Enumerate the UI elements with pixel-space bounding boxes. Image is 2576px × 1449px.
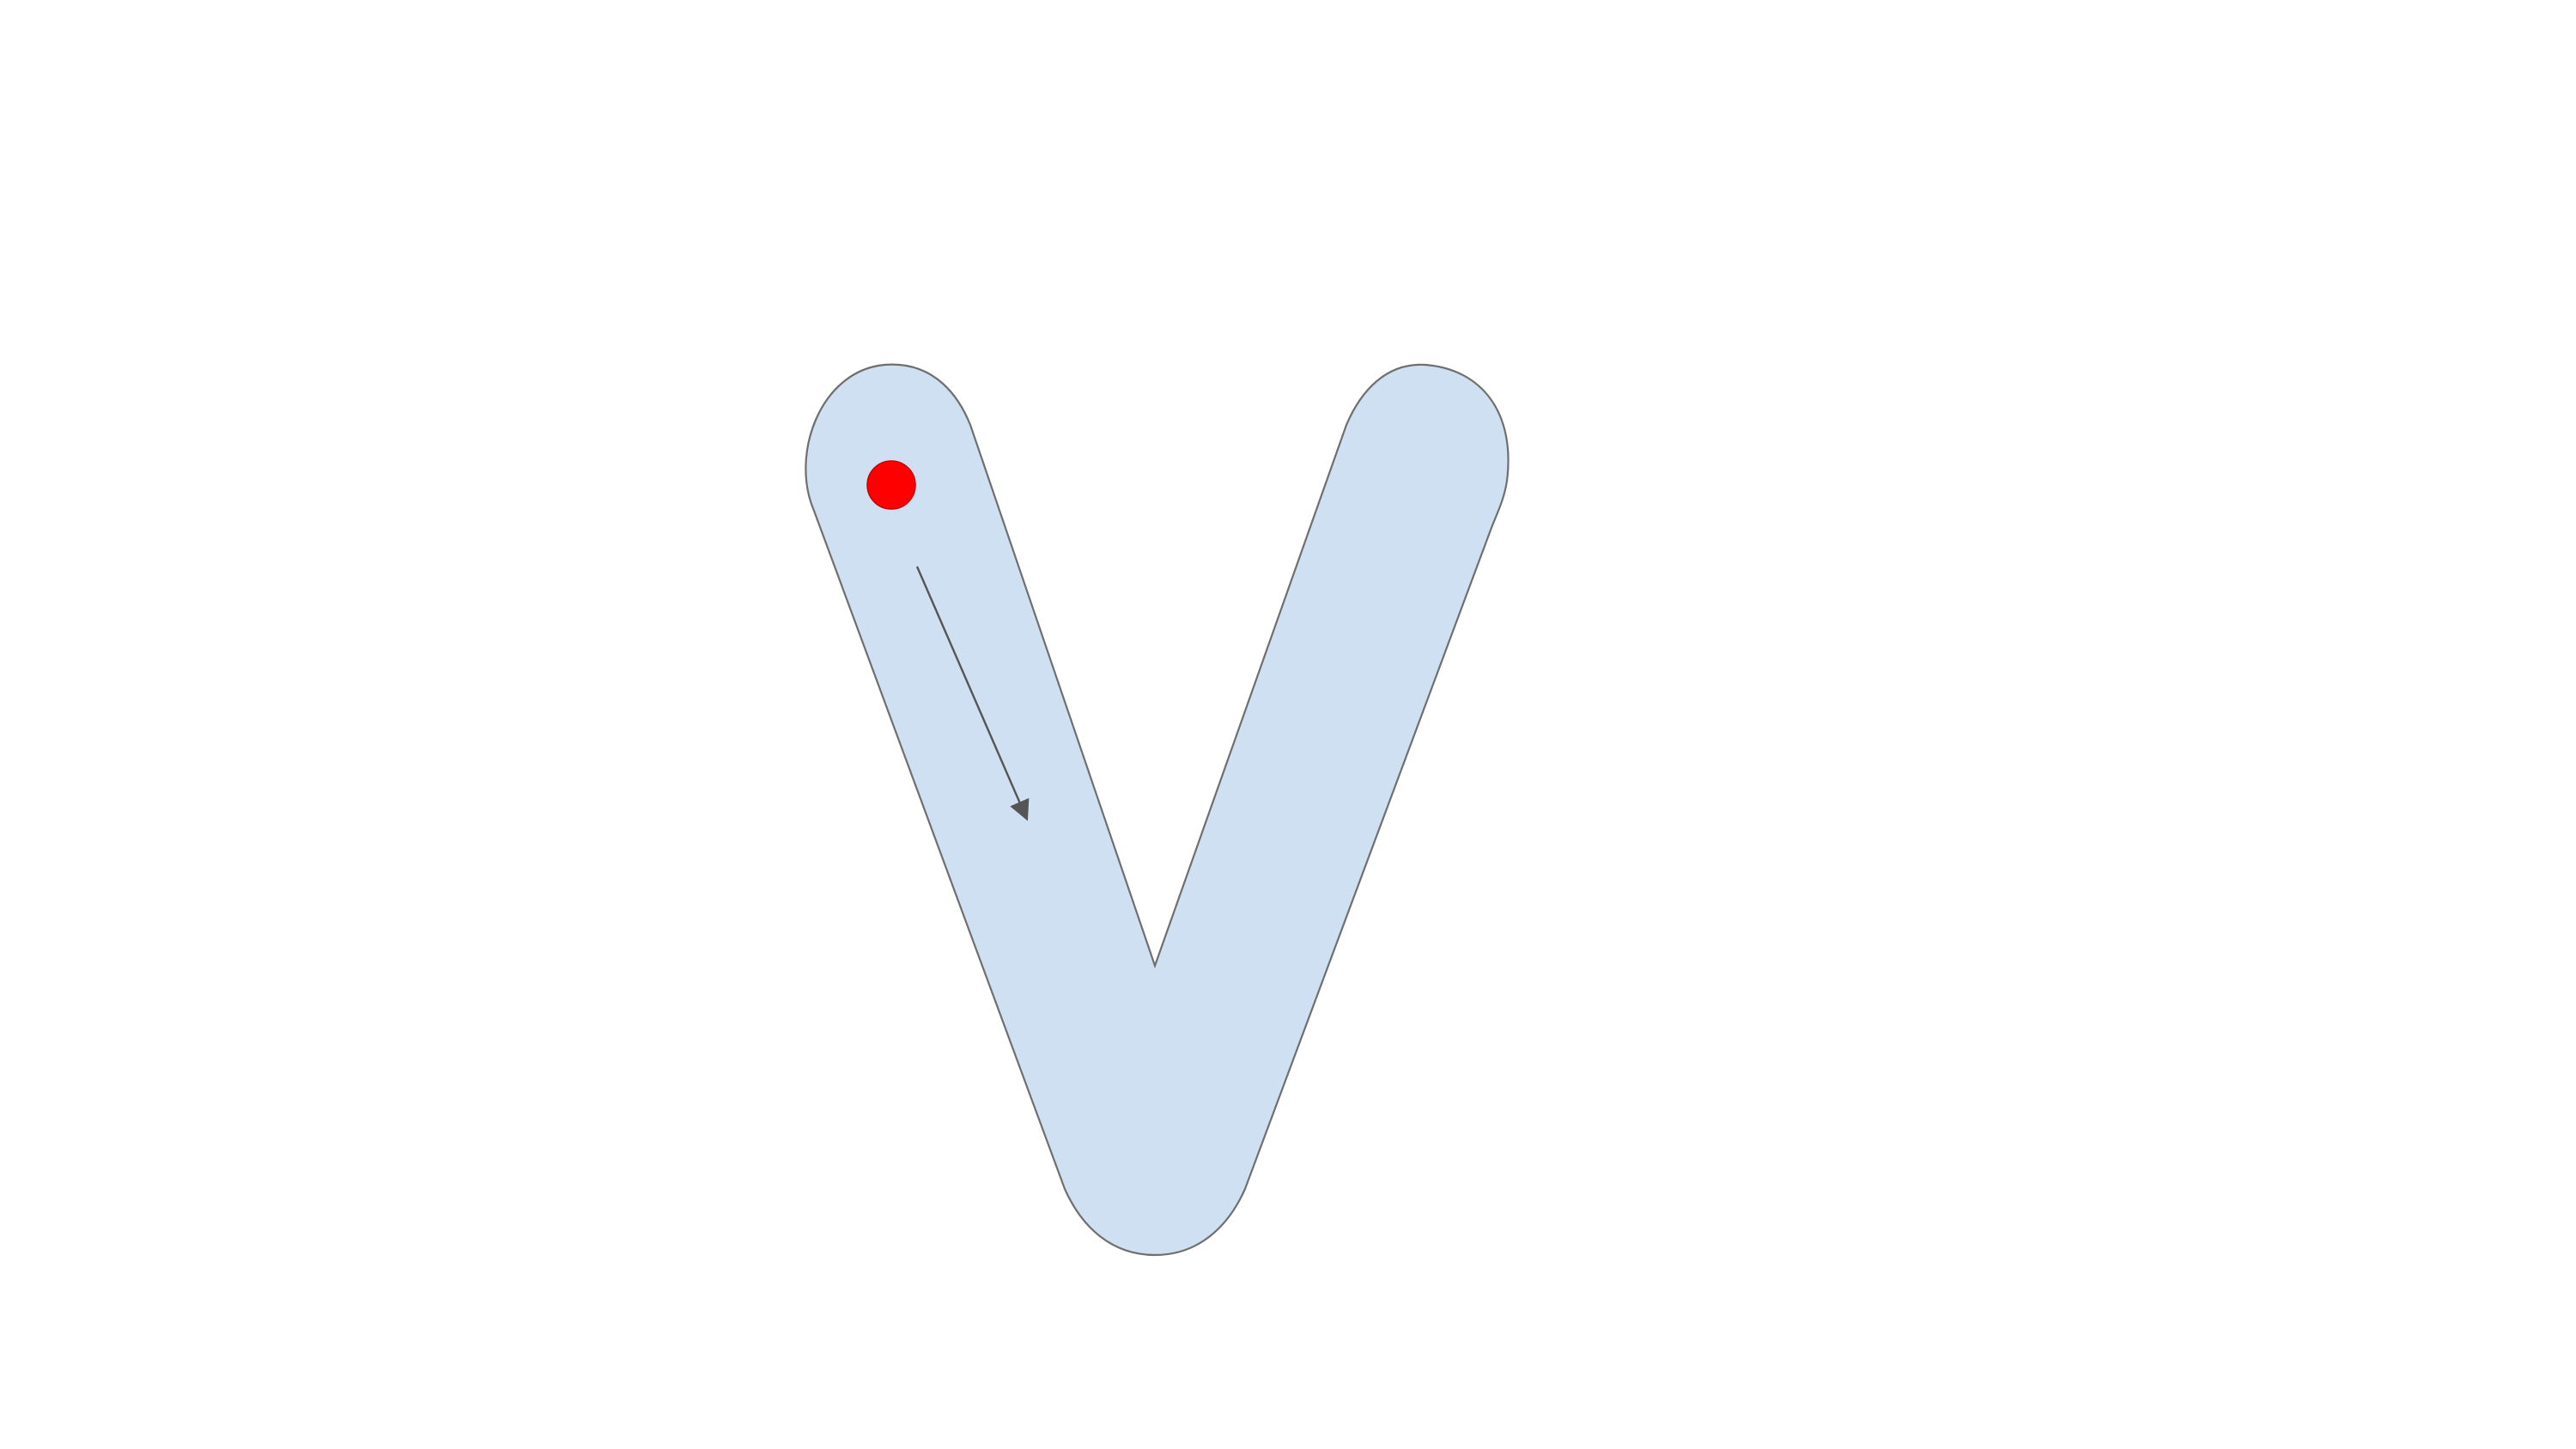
- direction-arrow: [915, 566, 1030, 822]
- start-dot: [866, 460, 916, 510]
- letter-v-shape: [805, 363, 1510, 1257]
